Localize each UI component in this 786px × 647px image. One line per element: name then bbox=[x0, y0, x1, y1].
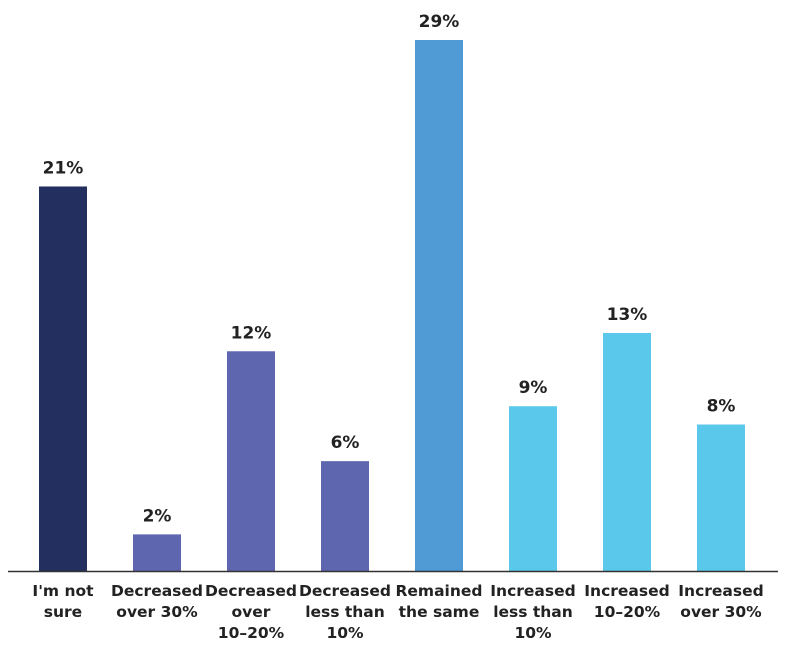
category-label-line: Remained bbox=[395, 582, 482, 600]
bar-3 bbox=[227, 351, 275, 571]
category-label-line: 10% bbox=[514, 624, 552, 642]
category-label-line: Decreased bbox=[111, 582, 203, 600]
bar-5 bbox=[415, 40, 463, 571]
category-label-line: 10–20% bbox=[218, 624, 285, 642]
bar-4 bbox=[321, 461, 369, 571]
category-label-line: 10% bbox=[326, 624, 364, 642]
category-label: Increased less than 10% bbox=[490, 582, 575, 642]
bar-value-label: 6% bbox=[331, 433, 360, 453]
category-label-line: over bbox=[232, 603, 271, 621]
bar-8 bbox=[697, 424, 745, 571]
value-labels-group: 21% 2% 12% 6% 29% 9% 13% 8% bbox=[43, 12, 736, 526]
category-label-line: the same bbox=[399, 603, 480, 621]
category-label-line: Increased bbox=[490, 582, 575, 600]
category-label-line: sure bbox=[44, 603, 82, 621]
category-label-line: over 30% bbox=[116, 603, 198, 621]
bar-value-label: 2% bbox=[143, 506, 172, 526]
bar-value-label: 8% bbox=[707, 397, 736, 417]
category-label: Decreased over 30% bbox=[111, 582, 203, 621]
category-label-line: less than bbox=[493, 603, 573, 621]
category-labels-group: I'm not sure Decreased over 30% Decreased ove… bbox=[32, 582, 763, 642]
category-label: Remained the same bbox=[395, 582, 482, 621]
bar-value-label: 21% bbox=[43, 158, 84, 178]
category-label-line: Increased bbox=[584, 582, 669, 600]
category-label-line: over 30% bbox=[680, 603, 762, 621]
category-label: Decreased over 10–20% bbox=[205, 582, 297, 642]
category-label-line: I'm not bbox=[32, 582, 94, 600]
category-label: Increased over 30% bbox=[678, 582, 763, 621]
bar-2 bbox=[133, 534, 181, 571]
category-label-line: less than bbox=[305, 603, 385, 621]
bars-group bbox=[39, 40, 745, 572]
bar-1 bbox=[39, 186, 87, 572]
category-label-line: Decreased bbox=[299, 582, 391, 600]
category-label: Increased 10–20% bbox=[584, 582, 669, 621]
bar-value-label: 13% bbox=[607, 305, 648, 325]
bar-6 bbox=[509, 406, 557, 571]
category-label-line: 10–20% bbox=[594, 603, 661, 621]
category-label-line: Decreased bbox=[205, 582, 297, 600]
bar-value-label: 12% bbox=[231, 323, 272, 343]
category-label-line: Increased bbox=[678, 582, 763, 600]
bar-7 bbox=[603, 332, 651, 571]
category-label: I'm not sure bbox=[32, 582, 94, 621]
category-label: Decreased less than 10% bbox=[299, 582, 391, 642]
bar-value-label: 29% bbox=[419, 12, 460, 32]
bar-value-label: 9% bbox=[519, 378, 548, 398]
